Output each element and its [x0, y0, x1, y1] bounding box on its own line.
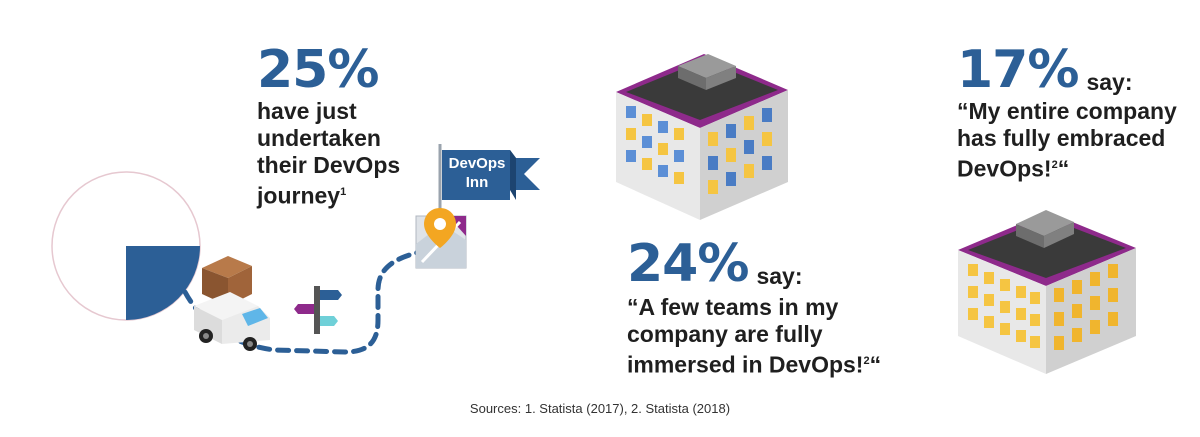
stat-line: “My entire company: [957, 98, 1177, 125]
signpost-icon: [294, 286, 342, 334]
stat-25: 25% have just undertaken their DevOps jo…: [257, 44, 400, 210]
footnote-marker: 2: [1051, 159, 1058, 172]
stat-value: 17%: [957, 40, 1079, 100]
stat-line: their DevOps: [257, 152, 401, 178]
stat-line: immersed in DevOps!: [627, 351, 864, 378]
sources-footnote: Sources: 1. Statista (2017), 2. Statista…: [469, 401, 731, 416]
pie-slice-highlight: [126, 246, 200, 320]
van-icon: [194, 256, 270, 351]
stat-description: have just undertaken their DevOps journe…: [257, 98, 400, 210]
closing-quote: “: [869, 351, 882, 378]
stat-line: have just: [257, 98, 357, 124]
footnote-marker: 2: [863, 355, 870, 368]
stat-line: journey: [257, 182, 341, 209]
stat-description: “A few teams in my company are fully imm…: [627, 294, 881, 379]
stat-line: DevOps!: [957, 155, 1052, 182]
windows-left: [968, 264, 1040, 348]
stat-17: 17% say: “My entire company has fully emb…: [957, 44, 1177, 183]
footnote-marker: 1: [340, 186, 347, 198]
stat-line: company are fully: [627, 321, 823, 348]
windows-left: [626, 106, 684, 184]
stat-line: has fully embraced: [957, 125, 1166, 152]
pie-chart: [51, 171, 201, 321]
stat-24: 24% say: “A few teams in my company are f…: [627, 238, 881, 379]
windows-right: [1054, 264, 1118, 350]
stat-say: say:: [756, 263, 803, 290]
stat-value: 25%: [257, 40, 379, 100]
stat-line: undertaken: [257, 125, 381, 151]
stat-line: “A few teams in my: [627, 294, 839, 321]
windows-right: [708, 108, 772, 194]
map-pin-flag-icon: [415, 144, 540, 269]
stat-value: 24%: [627, 234, 749, 294]
closing-quote: “: [1057, 155, 1070, 182]
stat-description: “My entire company has fully embraced De…: [957, 98, 1177, 183]
building-icon: [616, 54, 788, 220]
flag-label-line1: DevOps: [448, 155, 506, 172]
flag-label: DevOps Inn: [444, 154, 510, 192]
flag-label-line2: Inn: [465, 174, 489, 191]
building-icon: [958, 210, 1136, 374]
stat-say: say:: [1086, 69, 1133, 96]
